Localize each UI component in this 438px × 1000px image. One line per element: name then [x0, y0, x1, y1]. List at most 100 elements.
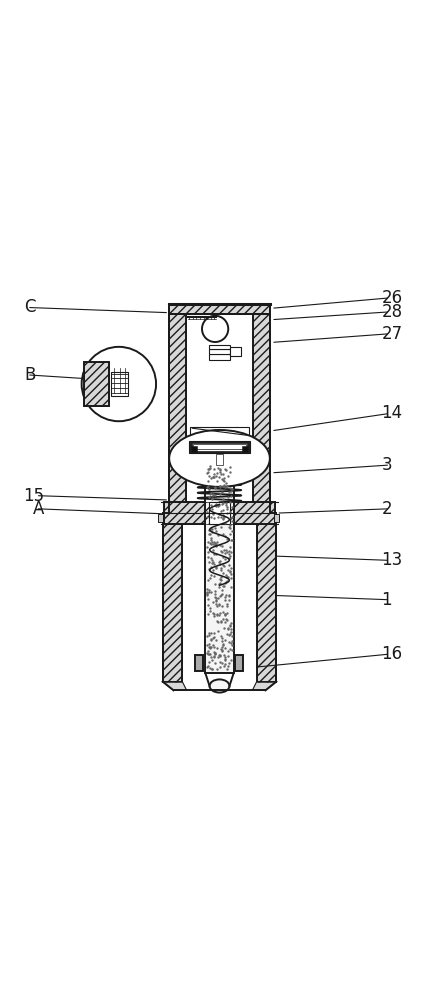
Bar: [163, 502, 275, 524]
Point: [206, 460, 213, 476]
Bar: [169, 304, 269, 314]
Bar: [84, 362, 109, 406]
Point: [209, 594, 216, 610]
Point: [221, 656, 228, 672]
Point: [215, 588, 223, 604]
Point: [208, 534, 215, 550]
Point: [223, 621, 230, 637]
Point: [220, 509, 227, 525]
Point: [210, 534, 217, 550]
Point: [223, 542, 230, 558]
Point: [208, 501, 215, 517]
Point: [210, 608, 217, 624]
Point: [211, 645, 218, 661]
Point: [219, 491, 226, 507]
Point: [203, 465, 210, 481]
Point: [225, 484, 232, 500]
Point: [215, 497, 222, 513]
Point: [219, 472, 226, 488]
Point: [214, 623, 221, 639]
Point: [217, 509, 224, 525]
Point: [219, 558, 226, 574]
Point: [205, 625, 212, 641]
Point: [226, 564, 233, 580]
Point: [224, 569, 231, 585]
Point: [218, 630, 225, 646]
Point: [217, 560, 224, 576]
Point: [224, 468, 231, 484]
Point: [223, 569, 230, 585]
Point: [212, 496, 219, 512]
Point: [217, 613, 224, 629]
Point: [212, 596, 219, 612]
Point: [205, 627, 212, 643]
Point: [223, 544, 230, 560]
Point: [216, 481, 223, 497]
Point: [205, 458, 212, 474]
Point: [209, 469, 216, 485]
Point: [204, 606, 211, 622]
Point: [219, 511, 226, 527]
Point: [207, 649, 214, 665]
Point: [216, 605, 223, 621]
Bar: [157, 514, 162, 522]
Point: [215, 596, 223, 612]
Point: [222, 574, 229, 590]
Point: [219, 478, 226, 494]
Bar: [190, 427, 248, 437]
Point: [219, 611, 226, 627]
Point: [203, 539, 210, 555]
Bar: [230, 347, 241, 356]
Point: [212, 497, 219, 513]
Point: [227, 628, 234, 644]
Point: [209, 562, 216, 578]
Point: [207, 625, 214, 641]
Point: [223, 605, 230, 621]
Point: [218, 562, 225, 578]
Polygon shape: [162, 682, 186, 690]
Point: [213, 661, 220, 677]
Point: [205, 646, 212, 662]
Point: [207, 536, 214, 552]
Bar: [169, 314, 185, 513]
Point: [223, 598, 230, 614]
Point: [204, 658, 211, 674]
Text: 16: 16: [381, 645, 402, 663]
Bar: [162, 513, 182, 682]
Point: [209, 542, 216, 558]
Point: [224, 658, 231, 674]
Text: 15: 15: [23, 487, 44, 505]
Point: [226, 566, 233, 582]
Text: B: B: [24, 366, 35, 384]
Ellipse shape: [169, 430, 269, 487]
Point: [219, 495, 226, 511]
Point: [212, 559, 219, 575]
Point: [204, 464, 211, 480]
Point: [223, 499, 230, 515]
Point: [223, 501, 230, 517]
Point: [212, 523, 219, 539]
Point: [222, 475, 229, 491]
Point: [223, 596, 230, 612]
Point: [227, 579, 234, 595]
Point: [218, 544, 225, 560]
Point: [212, 593, 219, 609]
Point: [207, 550, 214, 566]
Point: [205, 481, 212, 497]
Point: [221, 640, 228, 656]
Point: [211, 537, 218, 553]
Point: [206, 486, 213, 502]
Point: [219, 510, 226, 526]
Point: [219, 466, 226, 482]
Point: [210, 466, 217, 482]
Point: [203, 509, 210, 525]
Point: [209, 554, 216, 570]
Point: [219, 655, 226, 671]
Point: [205, 461, 212, 477]
Point: [212, 632, 219, 648]
Point: [224, 643, 231, 659]
Point: [226, 520, 233, 536]
Point: [203, 628, 210, 644]
Point: [212, 560, 219, 576]
Bar: [256, 513, 276, 682]
